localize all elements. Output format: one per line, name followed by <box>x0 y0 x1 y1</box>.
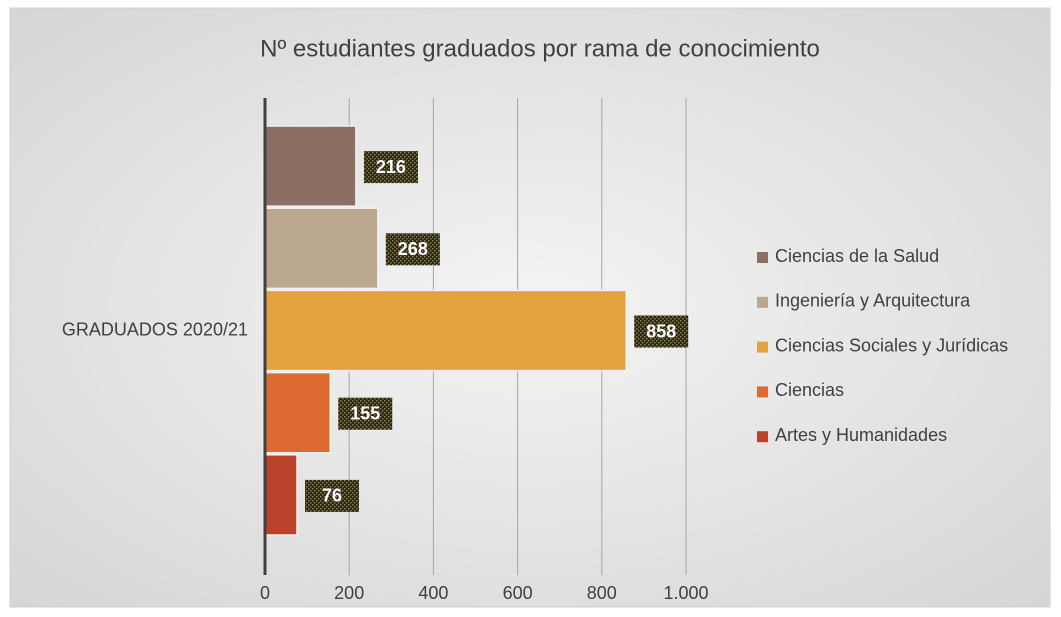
data-label: 76 <box>322 486 342 506</box>
x-tick-label: 200 <box>334 583 364 603</box>
bar <box>264 454 298 536</box>
data-label: 155 <box>350 403 380 423</box>
legend-label: Ciencias <box>775 380 844 400</box>
legend-label: Ciencias de la Salud <box>775 246 939 266</box>
x-tick-label: 800 <box>587 583 617 603</box>
legend-swatch <box>757 431 768 443</box>
x-tick-label: 0 <box>260 583 270 603</box>
data-label: 268 <box>398 239 428 259</box>
y-tick-label: GRADUADOS 2020/21 <box>62 319 248 339</box>
data-label-box <box>304 479 359 512</box>
legend-swatch <box>757 252 768 263</box>
x-tick-label: 400 <box>418 583 448 603</box>
legend-swatch <box>757 341 768 353</box>
data-label: 216 <box>376 157 406 177</box>
data-label-box <box>338 397 393 430</box>
bar <box>264 125 357 207</box>
legend-label: Artes y Humanidades <box>775 425 947 445</box>
bar <box>264 207 379 290</box>
legend-swatch <box>757 386 768 398</box>
data-label-box <box>363 151 418 184</box>
x-tick-label: 1.000 <box>663 583 708 603</box>
chart-title: Nº estudiantes graduados por rama de con… <box>260 35 820 62</box>
legend-swatch <box>757 296 768 308</box>
data-label-box <box>385 233 440 266</box>
x-tick-label: 600 <box>503 583 533 603</box>
data-label: 858 <box>646 321 676 341</box>
legend-label: Ciencias Sociales y Jurídicas <box>775 335 1008 355</box>
data-label-box <box>634 315 689 348</box>
bar <box>264 289 627 372</box>
legend-label: Ingeniería y Arquitectura <box>775 291 971 311</box>
bar <box>264 371 332 454</box>
